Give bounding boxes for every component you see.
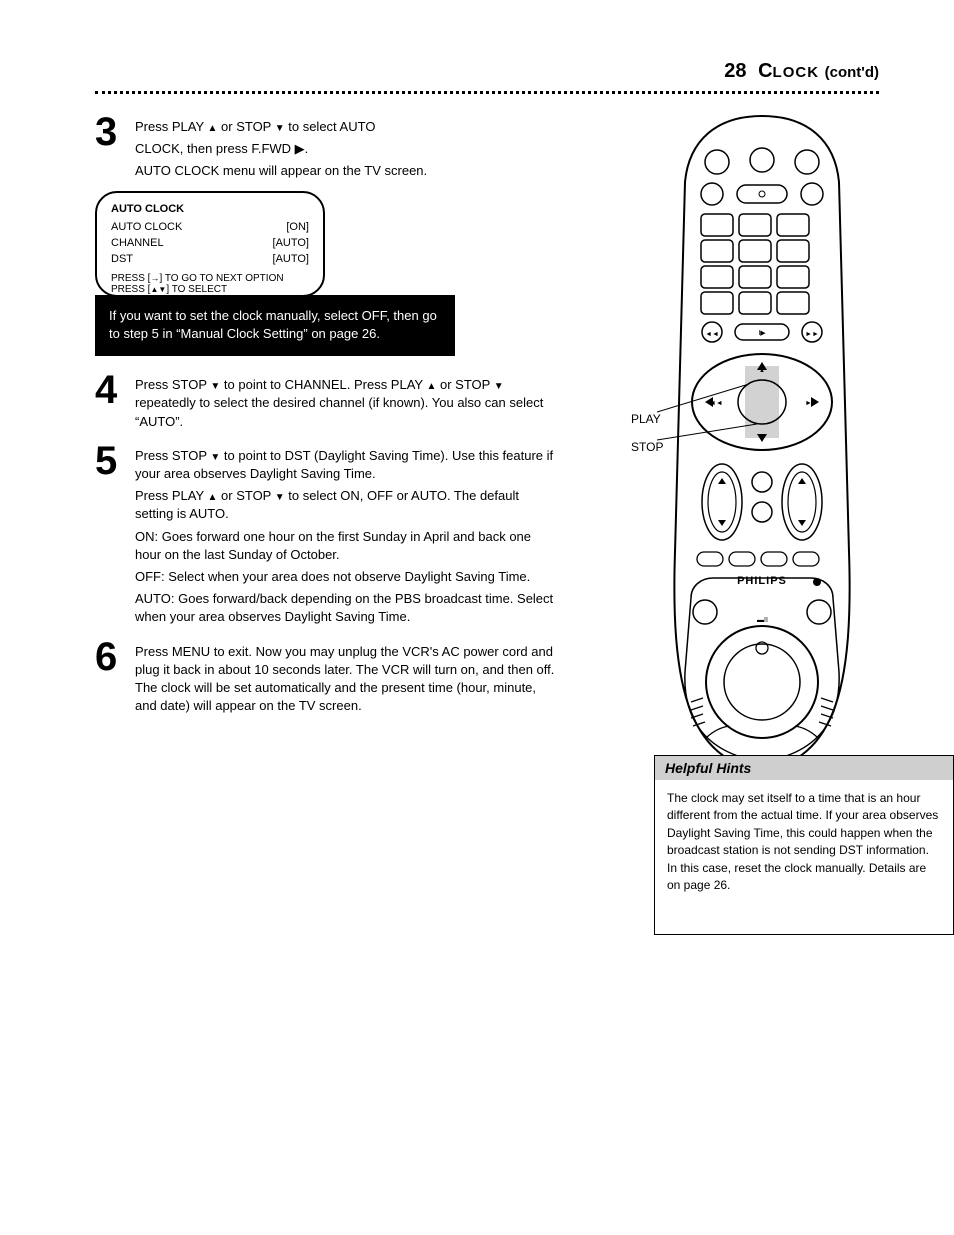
step-3: 3 Press PLAY or STOP to select AUTO CLOC… [95, 112, 555, 181]
svg-text:PHILIPS: PHILIPS [737, 575, 787, 587]
svg-text:▲: ▲ [759, 368, 765, 374]
remote-svg: ◄◄ I▶ ►► ▲ ■ ◄◄ [657, 112, 867, 772]
triangle-down-icon [210, 377, 220, 392]
svg-text:◄◄: ◄◄ [705, 331, 719, 338]
helpful-hints-header: Helpful Hints [655, 756, 953, 780]
instructions-column: 3 Press PLAY or STOP to select AUTO CLOC… [95, 112, 555, 725]
osd-screen: AUTO CLOCK AUTO CLOCK[ON] CHANNEL[AUTO] … [95, 191, 325, 297]
triangle-up-icon [208, 119, 218, 134]
page-header: 28 CLOCK (cont'd) [95, 60, 879, 83]
step-body: Press STOP to point to DST (Daylight Sav… [135, 441, 555, 627]
osd-footer: PRESS [] TO GO TO NEXT OPTION PRESS [] T… [111, 273, 309, 295]
triangle-up-icon [426, 377, 436, 392]
triangle-up-icon [208, 488, 218, 503]
step-body: Press MENU to exit. Now you may unplug t… [135, 637, 555, 716]
divider [95, 91, 879, 94]
page-number: 28 [724, 60, 746, 82]
triangle-down-icon [210, 448, 220, 463]
svg-text:I▶: I▶ [758, 330, 766, 337]
osd-title: AUTO CLOCK [111, 203, 309, 215]
step-number: 3 [95, 112, 135, 152]
svg-text:■: ■ [760, 434, 764, 440]
play-label: PLAY [631, 412, 661, 426]
step-5: 5 Press STOP to point to DST (Daylight S… [95, 441, 555, 627]
step-body: Press PLAY or STOP to select AUTO CLOCK,… [135, 112, 427, 181]
arrow-updown-icon [150, 284, 166, 295]
triangle-down-icon [275, 488, 285, 503]
triangle-down-icon [275, 119, 285, 134]
step-number: 4 [95, 370, 135, 410]
svg-text:◄◄: ◄◄ [709, 400, 723, 407]
svg-text:►►: ►► [805, 331, 819, 338]
triangle-down-icon [494, 377, 504, 392]
helpful-hints-body: The clock may set itself to a time that … [655, 780, 953, 934]
stop-label: STOP [631, 440, 663, 454]
helpful-hints-box: Helpful Hints The clock may set itself t… [654, 755, 954, 935]
step-number: 6 [95, 637, 135, 677]
svg-text:►►: ►► [805, 400, 819, 407]
step-6: 6 Press MENU to exit. Now you may unplug… [95, 637, 555, 716]
step-body: Press STOP to point to CHANNEL. Press PL… [135, 370, 555, 431]
step-number: 5 [95, 441, 135, 481]
remote-illustration: PLAY STOP [657, 112, 867, 772]
step-4: 4 Press STOP to point to CHANNEL. Press … [95, 370, 555, 431]
note-callout: If you want to set the clock manually, s… [95, 295, 455, 357]
svg-text:▬II: ▬II [757, 617, 768, 624]
